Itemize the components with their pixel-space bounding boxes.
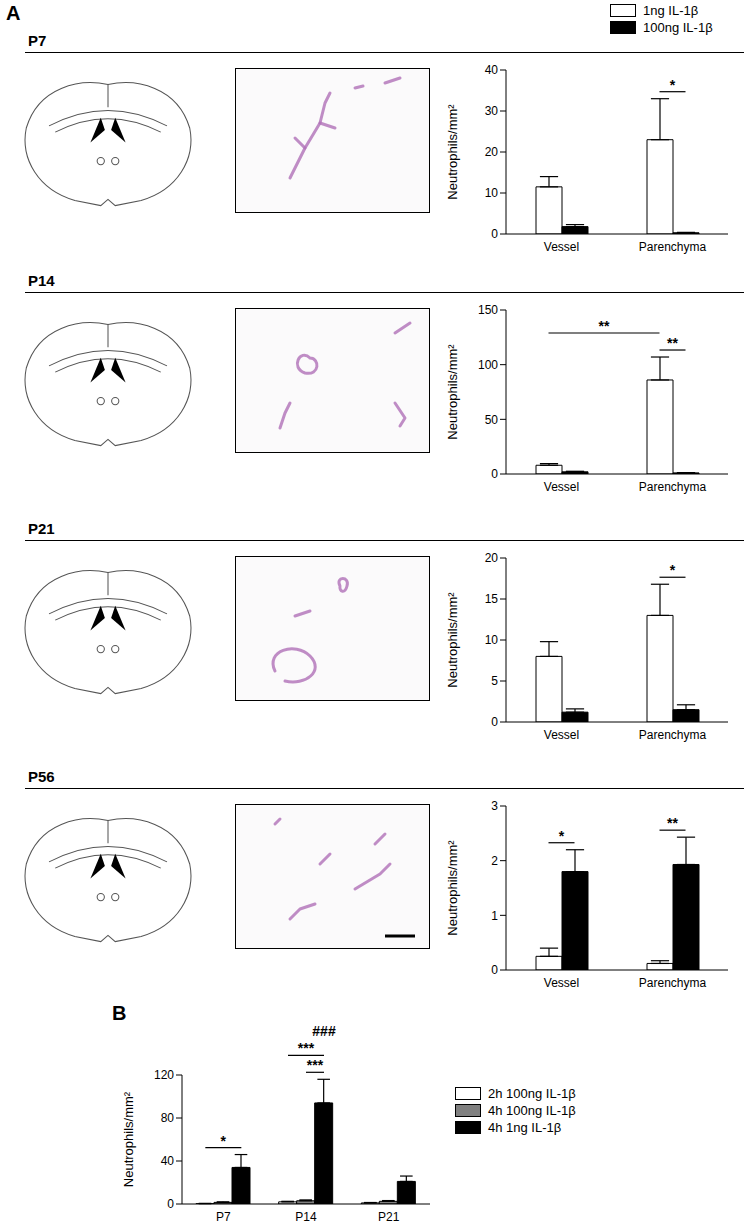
svg-text:Parenchyma: Parenchyma [639,976,707,990]
svg-text:20: 20 [485,145,499,159]
svg-text:Neutrophils/mm²: Neutrophils/mm² [445,840,460,936]
svg-text:120: 120 [154,1068,174,1082]
html-text:1ng IL-1β: 1ng IL-1β [643,3,699,18]
svg-text:0: 0 [167,1197,174,1211]
svg-text:Neutrophils/mm²: Neutrophils/mm² [445,344,460,440]
html-text:100ng IL-1β: 100ng IL-1β [643,20,713,35]
svg-text:*: * [221,1133,227,1149]
svg-text:P7: P7 [216,1210,231,1224]
svg-text:5: 5 [491,674,498,688]
svg-text:**: ** [667,815,678,831]
svg-text:0: 0 [491,467,498,481]
html-text:B: B [112,1002,127,1024]
svg-text:10: 10 [485,633,499,647]
html-text:4h 1ng IL-1β: 4h 1ng IL-1β [488,1120,562,1135]
svg-text:Neutrophils/mm²: Neutrophils/mm² [445,592,460,688]
html-text:4h 100ng IL-1β: 4h 100ng IL-1β [488,1103,576,1118]
svg-text:***: *** [307,1057,324,1073]
svg-text:Vessel: Vessel [544,728,579,742]
svg-text:150: 150 [478,303,498,317]
svg-text:**: ** [599,318,610,334]
svg-text:30: 30 [485,104,499,118]
svg-text:20: 20 [485,551,499,565]
svg-text:Parenchyma: Parenchyma [639,480,707,494]
svg-text:10: 10 [485,186,499,200]
svg-text:Vessel: Vessel [544,976,579,990]
svg-text:Neutrophils/mm²: Neutrophils/mm² [445,104,460,200]
svg-text:15: 15 [485,592,499,606]
svg-text:Vessel: Vessel [544,480,579,494]
svg-text:1: 1 [491,909,498,923]
html-text:P7: P7 [28,32,47,49]
svg-text:Parenchyma: Parenchyma [639,728,707,742]
html-text:A: A [6,2,21,24]
svg-text:Neutrophils/mm²: Neutrophils/mm² [121,1091,136,1187]
svg-text:0: 0 [491,963,498,977]
html-text:P56: P56 [28,768,55,785]
html-text:2h 100ng IL-1β: 2h 100ng IL-1β [488,1086,576,1101]
svg-text:0: 0 [491,227,498,241]
svg-text:40: 40 [161,1154,175,1168]
svg-text:P21: P21 [378,1210,400,1224]
svg-text:P14: P14 [295,1210,317,1224]
svg-text:50: 50 [485,413,499,427]
svg-text:100: 100 [478,358,498,372]
svg-text:40: 40 [485,63,499,77]
svg-text:###: ### [312,1023,336,1039]
svg-text:***: *** [298,1040,315,1056]
svg-text:3: 3 [491,799,498,813]
svg-text:2: 2 [491,854,498,868]
svg-text:80: 80 [161,1111,175,1125]
svg-text:*: * [670,562,676,578]
svg-text:Vessel: Vessel [544,240,579,254]
svg-text:*: * [559,828,565,844]
svg-text:**: ** [667,335,678,351]
html-text:P14: P14 [28,272,55,289]
svg-text:0: 0 [491,715,498,729]
svg-text:Parenchyma: Parenchyma [639,240,707,254]
html-text:P21: P21 [28,520,55,537]
svg-text:*: * [670,77,676,93]
